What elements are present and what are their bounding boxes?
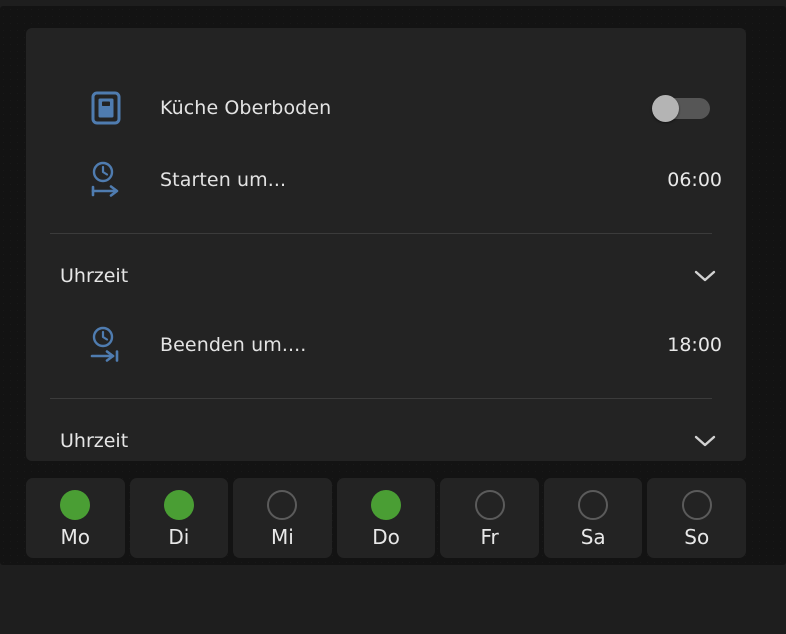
day-label: Fr — [480, 525, 499, 549]
toggle-thumb — [652, 95, 679, 122]
day-dot-selected — [60, 490, 91, 520]
day-dot-unselected — [474, 490, 505, 520]
end-time-row[interactable]: Beenden um.... 18:00 — [26, 317, 746, 373]
day-dot-selected — [163, 490, 194, 520]
device-row: Küche Oberboden — [26, 80, 746, 136]
start-time-row[interactable]: Starten um... 06:00 — [26, 152, 746, 208]
device-name-label: Küche Oberboden — [160, 97, 332, 119]
clock-end-icon — [74, 325, 138, 365]
day-dot-unselected — [681, 490, 712, 520]
day-selector: Mo Di Mi Do Fr Sa So — [26, 478, 747, 558]
day-label: Sa — [580, 525, 606, 549]
clock-start-icon — [74, 160, 138, 200]
light-switch-icon — [74, 90, 138, 126]
device-power-toggle[interactable] — [652, 95, 710, 122]
day-label: Mo — [60, 525, 91, 549]
day-dot-unselected — [267, 490, 298, 520]
end-time-picker-toggle[interactable]: Uhrzeit — [26, 415, 746, 467]
start-time-picker-toggle[interactable]: Uhrzeit — [26, 250, 746, 302]
day-label: So — [684, 525, 710, 549]
day-label: Di — [168, 525, 190, 549]
day-dot-unselected — [578, 490, 609, 520]
day-chip[interactable]: Mi — [233, 478, 332, 558]
start-time-picker-label: Uhrzeit — [60, 265, 129, 287]
day-chip[interactable]: Mo — [26, 478, 125, 558]
day-chip[interactable]: So — [647, 478, 747, 558]
chevron-down-icon[interactable] — [688, 259, 722, 293]
day-label: Mi — [271, 525, 294, 549]
end-time-picker-label: Uhrzeit — [60, 430, 129, 452]
bottom-area — [0, 565, 786, 634]
day-dot-selected — [371, 490, 402, 520]
schedule-card: Küche Oberboden Starten u — [26, 28, 746, 461]
start-time-label: Starten um... — [160, 169, 287, 191]
top-strip — [0, 0, 786, 6]
end-time-label: Beenden um.... — [160, 334, 307, 356]
day-chip[interactable]: Fr — [440, 478, 539, 558]
start-time-value[interactable]: 06:00 — [667, 169, 722, 191]
end-time-value[interactable]: 18:00 — [667, 334, 722, 356]
chevron-down-icon[interactable] — [688, 424, 722, 458]
schedule-panel: Küche Oberboden Starten u — [0, 6, 786, 565]
day-chip[interactable]: Sa — [543, 478, 643, 558]
day-label: Do — [372, 525, 400, 549]
day-chip[interactable]: Do — [336, 478, 436, 558]
divider — [50, 233, 712, 234]
day-chip[interactable]: Di — [129, 478, 229, 558]
divider — [50, 398, 712, 399]
